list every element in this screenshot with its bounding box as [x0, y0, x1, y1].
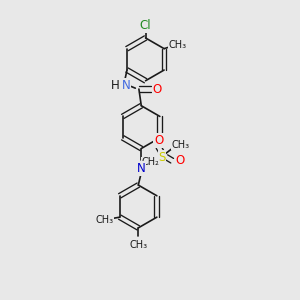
Text: O: O: [154, 134, 163, 147]
Text: H: H: [111, 79, 119, 92]
Text: CH₃: CH₃: [95, 214, 113, 224]
Text: S: S: [158, 151, 166, 164]
Text: CH₂: CH₂: [141, 157, 159, 167]
Text: CH₃: CH₃: [129, 239, 147, 250]
Text: N: N: [122, 79, 130, 92]
Text: N: N: [137, 162, 146, 175]
Text: O: O: [175, 154, 184, 167]
Text: CH₃: CH₃: [169, 40, 187, 50]
Text: Cl: Cl: [140, 19, 152, 32]
Text: O: O: [153, 82, 162, 96]
Text: CH₃: CH₃: [172, 140, 190, 150]
